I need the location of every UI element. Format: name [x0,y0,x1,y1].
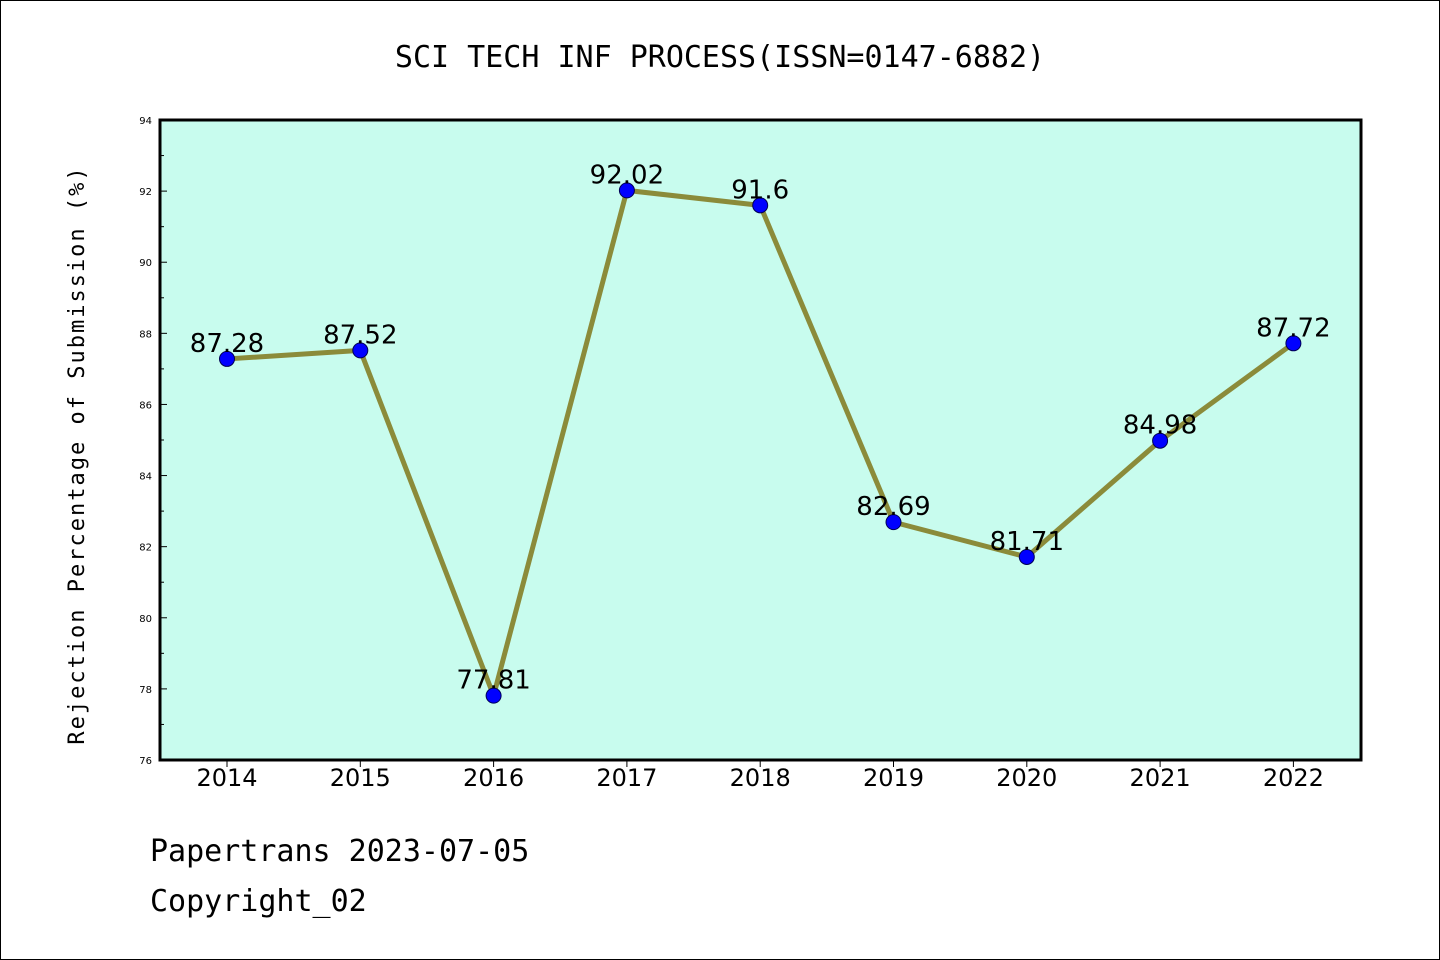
y-tick-label: 92 [139,187,152,198]
data-label: 87.72 [1256,313,1330,343]
x-tick-label: 2019 [863,764,924,792]
y-tick-label: 84 [139,472,152,483]
data-label: 84.98 [1123,411,1197,441]
data-point [752,197,769,214]
y-tick-label: 90 [139,258,152,269]
y-tick-label: 86 [139,400,152,411]
data-point [219,350,235,367]
x-tick-label: 2022 [1263,764,1324,792]
data-point [352,342,369,359]
x-tick-label: 2016 [463,764,524,792]
y-tick-label: 80 [139,614,152,625]
x-tick-label: 2021 [1130,764,1191,792]
data-point [1152,432,1169,449]
data-label: 87.52 [323,320,397,350]
x-tick-label: 2018 [730,764,791,792]
y-tick-label: 94 [139,116,152,127]
y-tick-label: 78 [139,685,152,696]
x-axis-ticks: 2014 2015 2016 2017 2018 2019 2020 2021 2022 [196,760,1324,792]
data-label: 92.02 [590,160,664,190]
y-tick-label: 76 [139,756,152,767]
data-label: 87.28 [190,329,264,359]
series-markers [219,182,1302,704]
data-label: 77.81 [456,666,530,696]
y-tick-label: 88 [139,329,152,340]
data-point [885,514,902,531]
chart-title: SCI TECH INF PROCESS(ISSN=0147-6882) [395,40,1045,75]
x-tick-label: 2017 [596,764,657,792]
data-point [1018,548,1035,565]
data-label: 82.69 [856,492,930,522]
x-tick-label: 2014 [196,764,257,792]
y-tick-label: 82 [139,543,152,554]
data-point [1285,335,1302,352]
data-point [485,687,502,704]
x-tick-label: 2020 [996,764,1057,792]
footer-copyright: Copyright_02 [150,884,367,919]
data-point [618,182,635,199]
data-label: 91.6 [731,175,789,205]
data-labels: 87.28 87.52 77.81 92.02 91.6 82.69 81.71 84.98 8… [190,160,1331,695]
x-tick-label: 2015 [330,764,391,792]
y-axis-label: Rejection Percentage of Submission (%) [65,165,90,744]
data-label: 81.71 [990,527,1064,557]
footer-date: Papertrans 2023-07-05 [150,834,530,869]
plot-border [158,118,1363,762]
